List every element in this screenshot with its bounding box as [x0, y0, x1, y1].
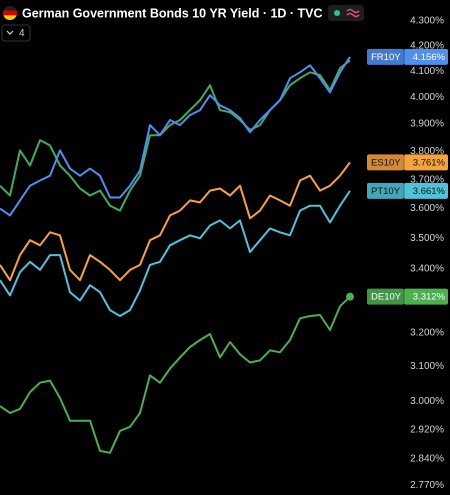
series-line — [0, 56, 351, 217]
y-tick-label: 4.000% — [410, 92, 444, 103]
y-tick-label: 3.500% — [410, 233, 444, 244]
chevron-icon — [6, 30, 14, 35]
value-label: 4.156% — [413, 52, 446, 63]
badge-name-bg — [367, 48, 404, 65]
y-tick-label: 2.920% — [410, 424, 444, 435]
badge-name-bg — [367, 154, 404, 171]
legend-label: FR10Y — [371, 52, 401, 63]
indicator-toggle[interactable] — [1, 24, 31, 42]
badge-name-bg — [367, 288, 404, 305]
status-dot — [334, 10, 340, 16]
y-tick-label: 3.900% — [410, 119, 444, 130]
value-label: 3.761% — [413, 157, 446, 168]
series-line — [0, 295, 351, 454]
badge-value-bg — [404, 48, 448, 65]
y-tick-label: 3.100% — [410, 361, 444, 372]
badge-value-bg — [404, 154, 448, 171]
legend-label: PT10Y — [371, 186, 401, 197]
y-tick-label: 4.200% — [410, 40, 444, 51]
indicator-count: 4 — [19, 28, 25, 39]
y-tick-label: 4.100% — [410, 66, 444, 77]
badge-name-bg — [367, 182, 404, 199]
badge-value-bg — [404, 182, 448, 199]
y-tick-label: 3.000% — [410, 396, 444, 407]
value-label: 3.312% — [413, 292, 446, 303]
last-point — [346, 292, 354, 301]
y-tick-label: 4.300% — [410, 16, 444, 27]
series-line — [0, 161, 351, 282]
status-box[interactable] — [328, 5, 364, 21]
series-line — [0, 190, 351, 317]
replay-icon — [346, 8, 360, 18]
y-tick-label: 2.840% — [410, 454, 444, 465]
value-label: 3.661% — [413, 186, 446, 197]
legend-label: DE10Y — [371, 292, 402, 303]
badge-value-bg — [404, 288, 448, 305]
flag-icon — [3, 6, 17, 20]
legend-label: ES10Y — [371, 157, 401, 168]
y-tick-label: 3.600% — [410, 203, 444, 214]
y-tick-label: 3.200% — [410, 328, 444, 339]
y-tick-label: 3.800% — [410, 146, 444, 157]
y-tick-label: 3.700% — [410, 174, 444, 185]
chart-title: German Government Bonds 10 YR Yield · 1D… — [22, 6, 323, 20]
y-tick-label: 2.770% — [410, 480, 444, 491]
y-tick-label: 3.400% — [410, 264, 444, 275]
